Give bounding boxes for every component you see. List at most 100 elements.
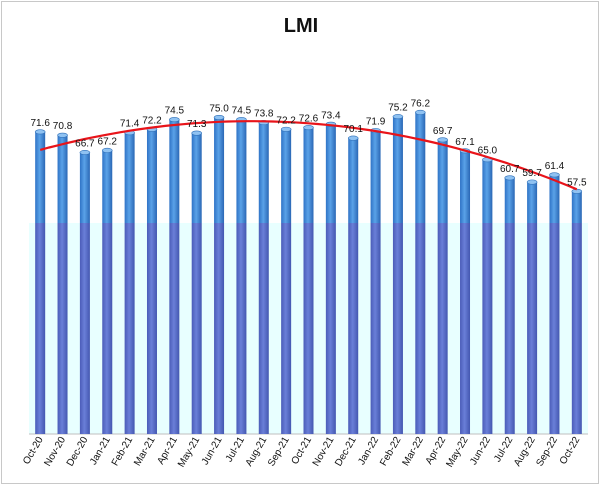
bar-upper-segment	[460, 150, 471, 223]
bar	[236, 117, 247, 434]
bar-lower-segment	[102, 223, 113, 434]
bar-lower-segment	[571, 223, 582, 434]
x-tick-label: Jun-21	[200, 435, 225, 467]
data-label: 57.5	[567, 177, 587, 188]
bar-upper-segment	[35, 131, 46, 223]
bar-upper-segment	[102, 150, 113, 223]
bar-cap	[392, 114, 404, 120]
data-label: 76.2	[411, 98, 431, 109]
data-label: 69.7	[433, 126, 453, 137]
bar	[146, 126, 158, 434]
bar-upper-segment	[191, 133, 202, 223]
data-label: 73.4	[321, 110, 341, 121]
bar	[370, 128, 381, 434]
bar	[191, 130, 202, 434]
bar	[303, 125, 314, 434]
bar	[347, 135, 359, 434]
bar	[258, 120, 270, 434]
bar-lower-segment	[482, 223, 493, 434]
bar-cap	[79, 150, 91, 156]
bars-layer	[34, 109, 583, 434]
bar	[57, 132, 68, 434]
data-label: 59.7	[522, 168, 542, 179]
data-label: 66.7	[75, 139, 95, 150]
data-label: 75.2	[388, 103, 408, 114]
trend-line	[39, 120, 578, 191]
data-labels-layer: 71.6 70.866.7 67.271.4 72.274.571.375.0 74.5…	[30, 98, 587, 188]
bar-cap	[549, 172, 560, 178]
bar-upper-segment	[57, 135, 68, 223]
bar	[414, 109, 426, 434]
bar-upper-segment	[325, 124, 336, 223]
bar-lower-segment	[146, 223, 157, 434]
x-tick-label: Dec-20	[65, 435, 91, 469]
bar-upper-segment	[392, 116, 403, 223]
x-tick-label: Jun-22	[468, 435, 493, 467]
bar-lower-segment	[57, 223, 68, 434]
data-label: 74.5	[165, 106, 185, 117]
data-label: 70.8	[53, 121, 73, 132]
bar-upper-segment	[281, 129, 292, 223]
data-label: 72.6	[299, 114, 319, 125]
bar	[549, 172, 560, 434]
bar-lower-segment	[549, 223, 560, 434]
bar-lower-segment	[325, 223, 336, 434]
bar-upper-segment	[146, 129, 157, 223]
bar-lower-segment	[527, 223, 538, 434]
bar-cap	[34, 129, 46, 135]
bar-lower-segment	[124, 223, 135, 434]
x-tick-label: Mar-22	[401, 435, 427, 468]
bar-cap	[571, 188, 583, 194]
data-label: 67.2	[98, 136, 118, 147]
bar-upper-segment	[482, 159, 493, 223]
bar	[571, 188, 583, 434]
data-label: 72.2	[276, 115, 296, 126]
data-label: 72.2	[142, 115, 162, 126]
bar	[392, 114, 404, 434]
data-label: 73.8	[254, 109, 274, 120]
data-label: 70.1	[343, 124, 363, 135]
bar-upper-segment	[527, 182, 538, 223]
x-tick-label: Mar-21	[132, 435, 158, 468]
bar-lower-segment	[415, 223, 426, 434]
bar-cap	[437, 137, 448, 143]
bar-lower-segment	[460, 223, 471, 434]
x-tick-label: Sep-22	[534, 435, 560, 469]
bar-upper-segment	[236, 119, 247, 223]
bar-lower-segment	[392, 223, 403, 434]
data-label: 65.0	[478, 146, 498, 157]
bar-upper-segment	[124, 132, 135, 223]
bar	[437, 137, 448, 434]
data-label: 67.1	[455, 137, 475, 148]
x-tick-label: May-22	[444, 435, 470, 470]
x-tick-label: Jul-22	[492, 435, 515, 464]
bar-lower-segment	[79, 223, 90, 434]
bar	[504, 175, 516, 434]
bar-lower-segment	[258, 223, 269, 434]
bar-cap	[191, 130, 202, 136]
bar-cap	[303, 125, 314, 131]
bar	[34, 129, 46, 434]
x-tick-label: Oct-22	[558, 435, 583, 467]
bar-cap	[347, 135, 359, 141]
bar	[79, 150, 91, 434]
data-label: 61.4	[545, 161, 565, 172]
bar-upper-segment	[571, 191, 582, 223]
bar-cap	[526, 179, 538, 185]
bar-lower-segment	[504, 223, 515, 434]
bar-upper-segment	[258, 122, 269, 223]
data-label: 71.9	[366, 117, 386, 128]
bar-cap	[169, 117, 180, 123]
bar	[459, 148, 471, 434]
bar-lower-segment	[191, 223, 202, 434]
bar-lower-segment	[437, 223, 448, 434]
bar-lower-segment	[370, 223, 381, 434]
bar	[169, 117, 180, 434]
bar-upper-segment	[549, 174, 560, 223]
bar-upper-segment	[415, 112, 426, 223]
bar	[280, 126, 292, 434]
bar	[526, 179, 538, 434]
x-tick-label: Jul-21	[224, 435, 247, 464]
